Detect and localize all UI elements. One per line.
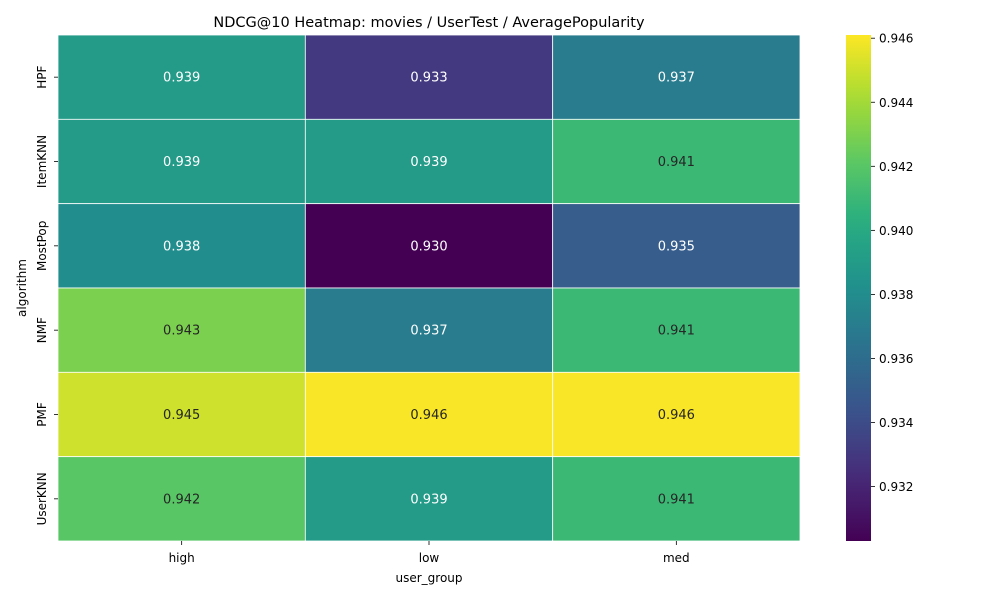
- cell-value-label: 0.943: [163, 324, 200, 339]
- cell-value-label: 0.946: [410, 408, 447, 423]
- cell-value-label: 0.930: [410, 239, 447, 254]
- colorbar-ticks: 0.932 0.934 0.936 0.938 0.940 0.942 0.944 0.946: [871, 32, 913, 494]
- cell-value-label: 0.938: [163, 239, 200, 254]
- chart-title: NDCG@10 Heatmap: movies / UserTest / Ave…: [213, 15, 645, 31]
- heatmap-cell: [304, 34, 554, 120]
- heatmap-cell: [57, 203, 306, 289]
- y-axis-ticks: HPF ItemKNN MostPop NMF PMF UserKNN: [35, 65, 58, 525]
- x-axis-ticks: high low med: [169, 541, 690, 565]
- heatmap-cell: [57, 371, 306, 458]
- y-axis-label: algorithm: [15, 259, 29, 317]
- x-tick-label: high: [169, 551, 195, 565]
- cell-value-label: 0.937: [410, 324, 447, 339]
- heatmap-cell: [552, 118, 801, 205]
- cell-value-label: 0.939: [410, 155, 447, 170]
- heatmap-cell: [552, 371, 801, 458]
- heatmap-cell: [57, 287, 306, 373]
- heatmap-cells: 0.939 0.933 0.937 0.939 0.939 0.941 0.938 0.930…: [57, 34, 801, 542]
- cell-value-label: 0.941: [658, 492, 695, 507]
- cell-value-label: 0.945: [163, 408, 200, 423]
- y-tick-label: MostPop: [35, 221, 49, 271]
- heatmap-cell: [552, 287, 801, 373]
- cell-value-label: 0.939: [163, 71, 200, 86]
- y-tick-label: UserKNN: [35, 472, 49, 525]
- cell-value-label: 0.933: [410, 71, 447, 86]
- colorbar-tick-label: 0.944: [879, 96, 913, 110]
- colorbar: [846, 35, 871, 541]
- x-tick-label: med: [663, 551, 690, 565]
- colorbar-tick-label: 0.934: [879, 416, 913, 430]
- cell-value-label: 0.946: [658, 408, 695, 423]
- cell-value-label: 0.937: [658, 71, 695, 86]
- heatmap-cell: [552, 34, 801, 120]
- colorbar-tick-label: 0.942: [879, 160, 913, 174]
- cell-value-label: 0.939: [163, 155, 200, 170]
- colorbar-tick-label: 0.932: [879, 480, 913, 494]
- heatmap-cell: [552, 456, 801, 542]
- y-tick-label: HPF: [35, 65, 49, 88]
- cell-value-label: 0.942: [163, 492, 200, 507]
- x-tick-label: low: [419, 551, 440, 565]
- x-axis-label: user_group: [395, 571, 462, 585]
- y-tick-label: NMF: [35, 317, 49, 343]
- cell-value-label: 0.941: [658, 324, 695, 339]
- heatmap-cell: [57, 34, 306, 120]
- heatmap-cell: [304, 118, 554, 205]
- colorbar-tick-label: 0.938: [879, 288, 913, 302]
- cell-value-label: 0.939: [410, 492, 447, 507]
- colorbar-tick-label: 0.936: [879, 352, 913, 366]
- colorbar-tick-label: 0.940: [879, 224, 913, 238]
- y-tick-label: ItemKNN: [35, 135, 49, 188]
- heatmap-cell: [304, 371, 554, 458]
- y-tick-label: PMF: [35, 402, 49, 427]
- colorbar-tick-label: 0.946: [879, 32, 913, 46]
- heatmap-cell: [304, 203, 554, 289]
- cell-value-label: 0.935: [658, 239, 695, 254]
- heatmap-cell: [57, 118, 306, 205]
- cell-value-label: 0.941: [658, 155, 695, 170]
- heatmap-cell: [304, 456, 554, 542]
